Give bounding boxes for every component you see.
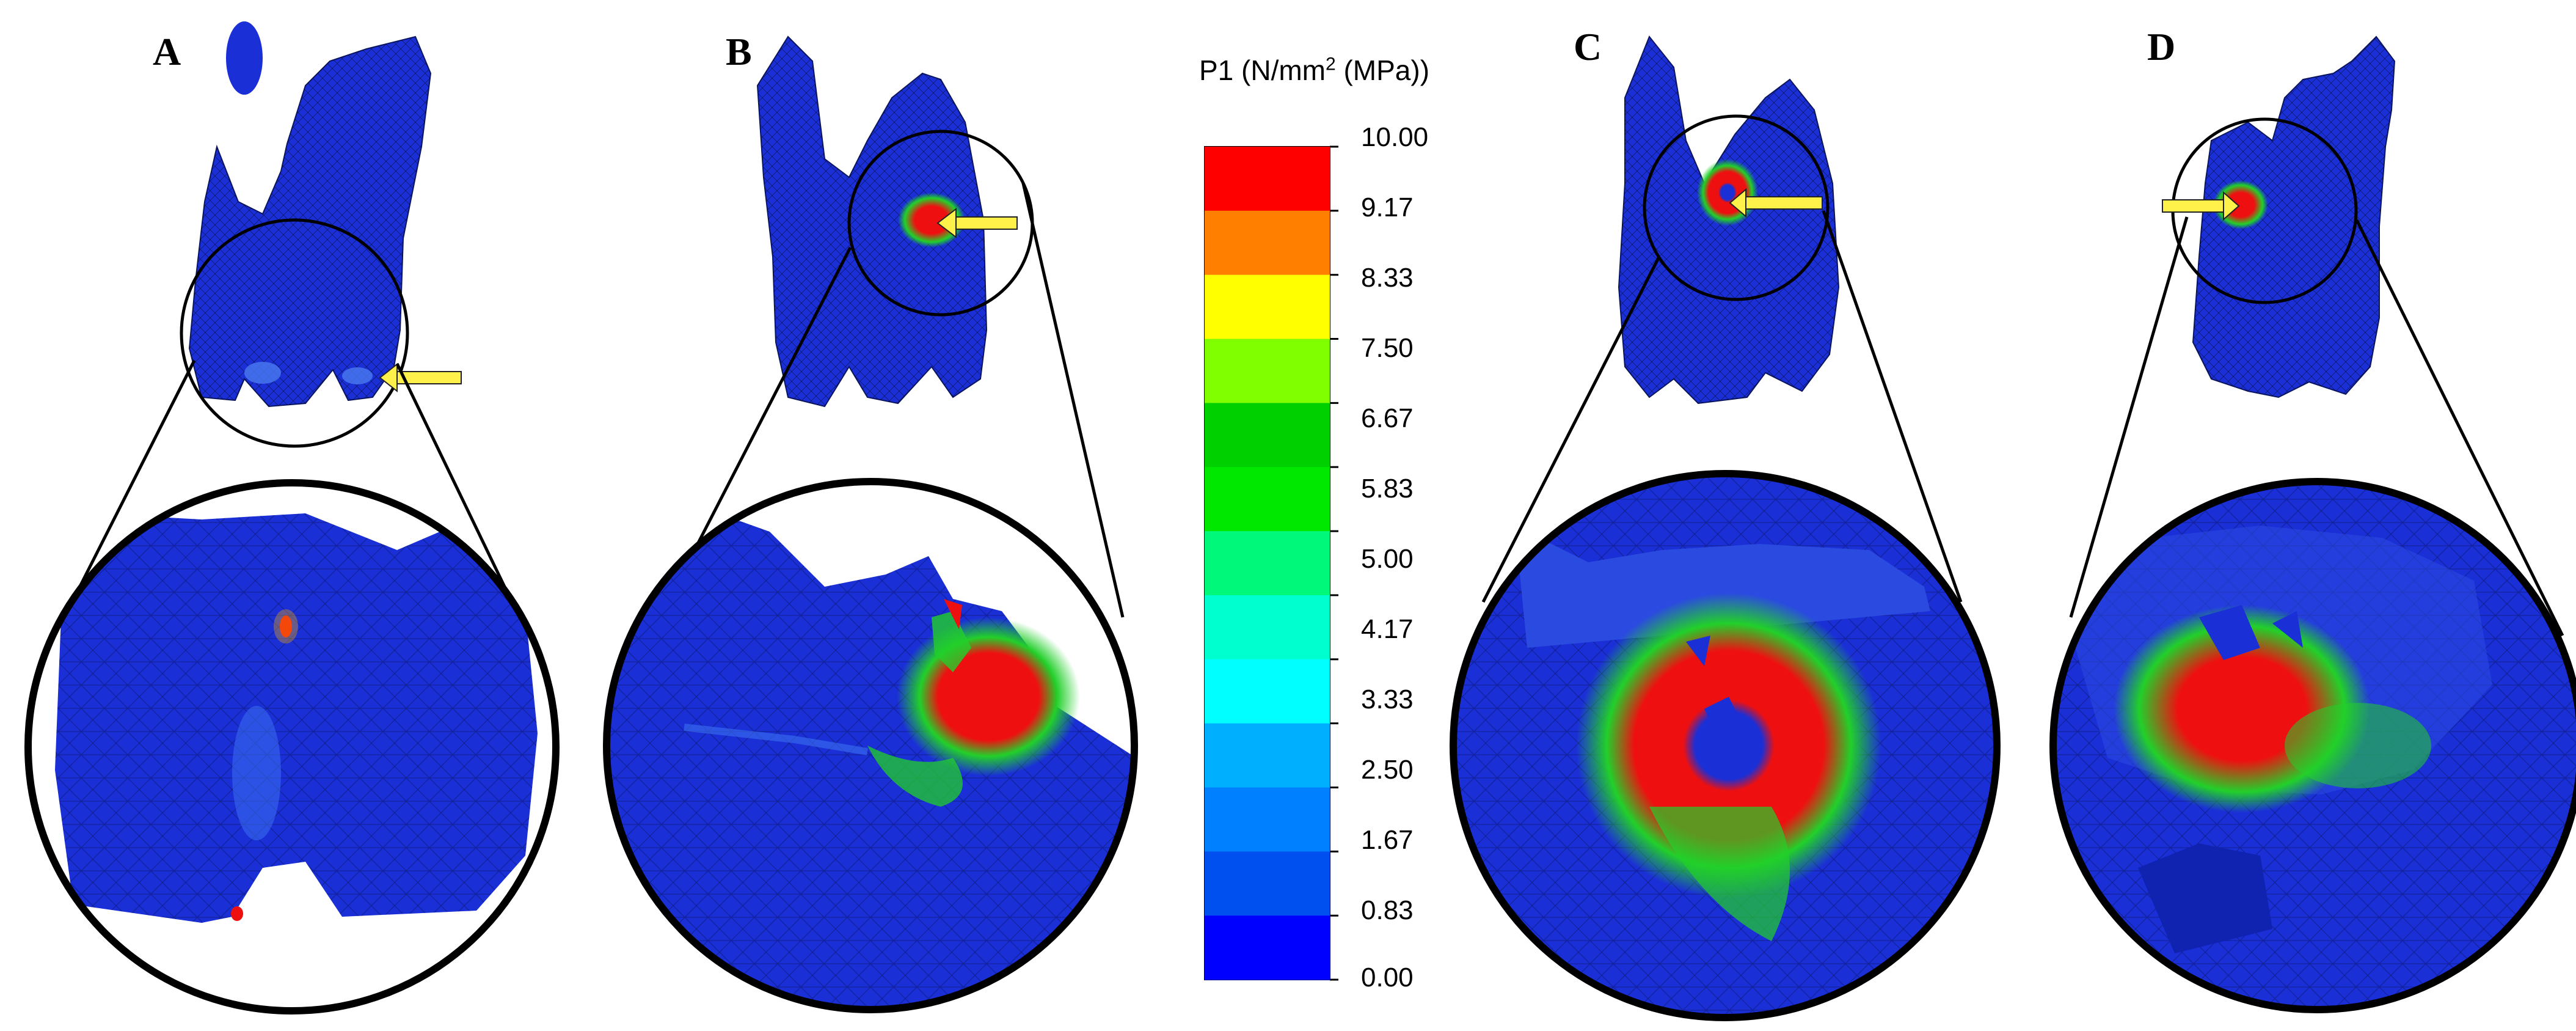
zoom-view-a [28,483,556,1011]
legend-color-swatch [1205,274,1330,340]
legend-color-swatch [1205,787,1330,852]
legend-tick-label: 3.33 [1361,684,1414,714]
color-legend [1204,145,1338,981]
load-arrow-c [1729,188,1823,218]
legend-tick-label: 6.67 [1361,403,1414,433]
panel-b [603,35,1138,1013]
legend-title-unit: (MPa)) [1335,54,1430,86]
legend-tick-label: 8.33 [1361,263,1414,293]
legend-tick-label: 7.50 [1361,333,1414,363]
legend-title-main: P1 (N/mm [1199,54,1326,86]
panel-d [2049,35,2576,1013]
zoom-ring-c [1643,114,1830,301]
tooth-model-d [2192,35,2396,398]
legend-color-swatch [1205,339,1330,403]
legend-color-swatch [1205,595,1330,660]
legend-tick-label: 9.17 [1361,193,1414,222]
legend-color-swatch [1205,531,1330,596]
panel-label-b: B [726,30,752,73]
legend-tick-label: 0.83 [1361,895,1414,925]
legend-tick-label: 5.00 [1361,544,1414,574]
legend-color-swatch [1205,851,1330,916]
legend-color-swatch [1205,915,1330,980]
panel-label-d: D [2147,25,2176,68]
zoom-view-c [1453,474,1997,1018]
legend-color-swatch [1205,147,1330,211]
legend-tick-label: 2.50 [1361,755,1414,785]
legend-color-swatch [1205,659,1330,724]
tooth-model-c [1618,35,1840,405]
load-arrow-b [936,207,1018,239]
legend-title: P1 (N/mm2 (MPa)) [1199,54,1429,87]
load-arrow-d [2162,191,2240,221]
legend-color-swatch [1205,403,1330,468]
legend-tick-label: 1.67 [1361,825,1414,855]
panel-a [24,21,560,1014]
zoom-view-d [2053,482,2576,1010]
legend-title-superscript: 2 [1326,54,1336,75]
legend-color-swatch [1205,723,1330,788]
panel-label-c: C [1574,25,1602,68]
legend-swatches [1205,147,1330,980]
legend-tick-label: 4.17 [1361,614,1414,644]
zoom-view-b [607,482,1134,1010]
load-arrow-a [379,362,462,393]
legend-tick-label: 5.83 [1361,474,1414,504]
zoom-ring-a [180,218,409,448]
panel-c [1450,35,2001,1021]
legend-tick-marks [1330,145,1338,981]
legend-tick-label: 10.00 [1361,122,1429,152]
panel-label-a: A [153,30,181,73]
legend-tick-label: 0.00 [1361,963,1414,992]
legend-color-swatch [1205,467,1330,532]
legend-color-swatch [1205,210,1330,276]
tooth-model-a [188,21,432,408]
